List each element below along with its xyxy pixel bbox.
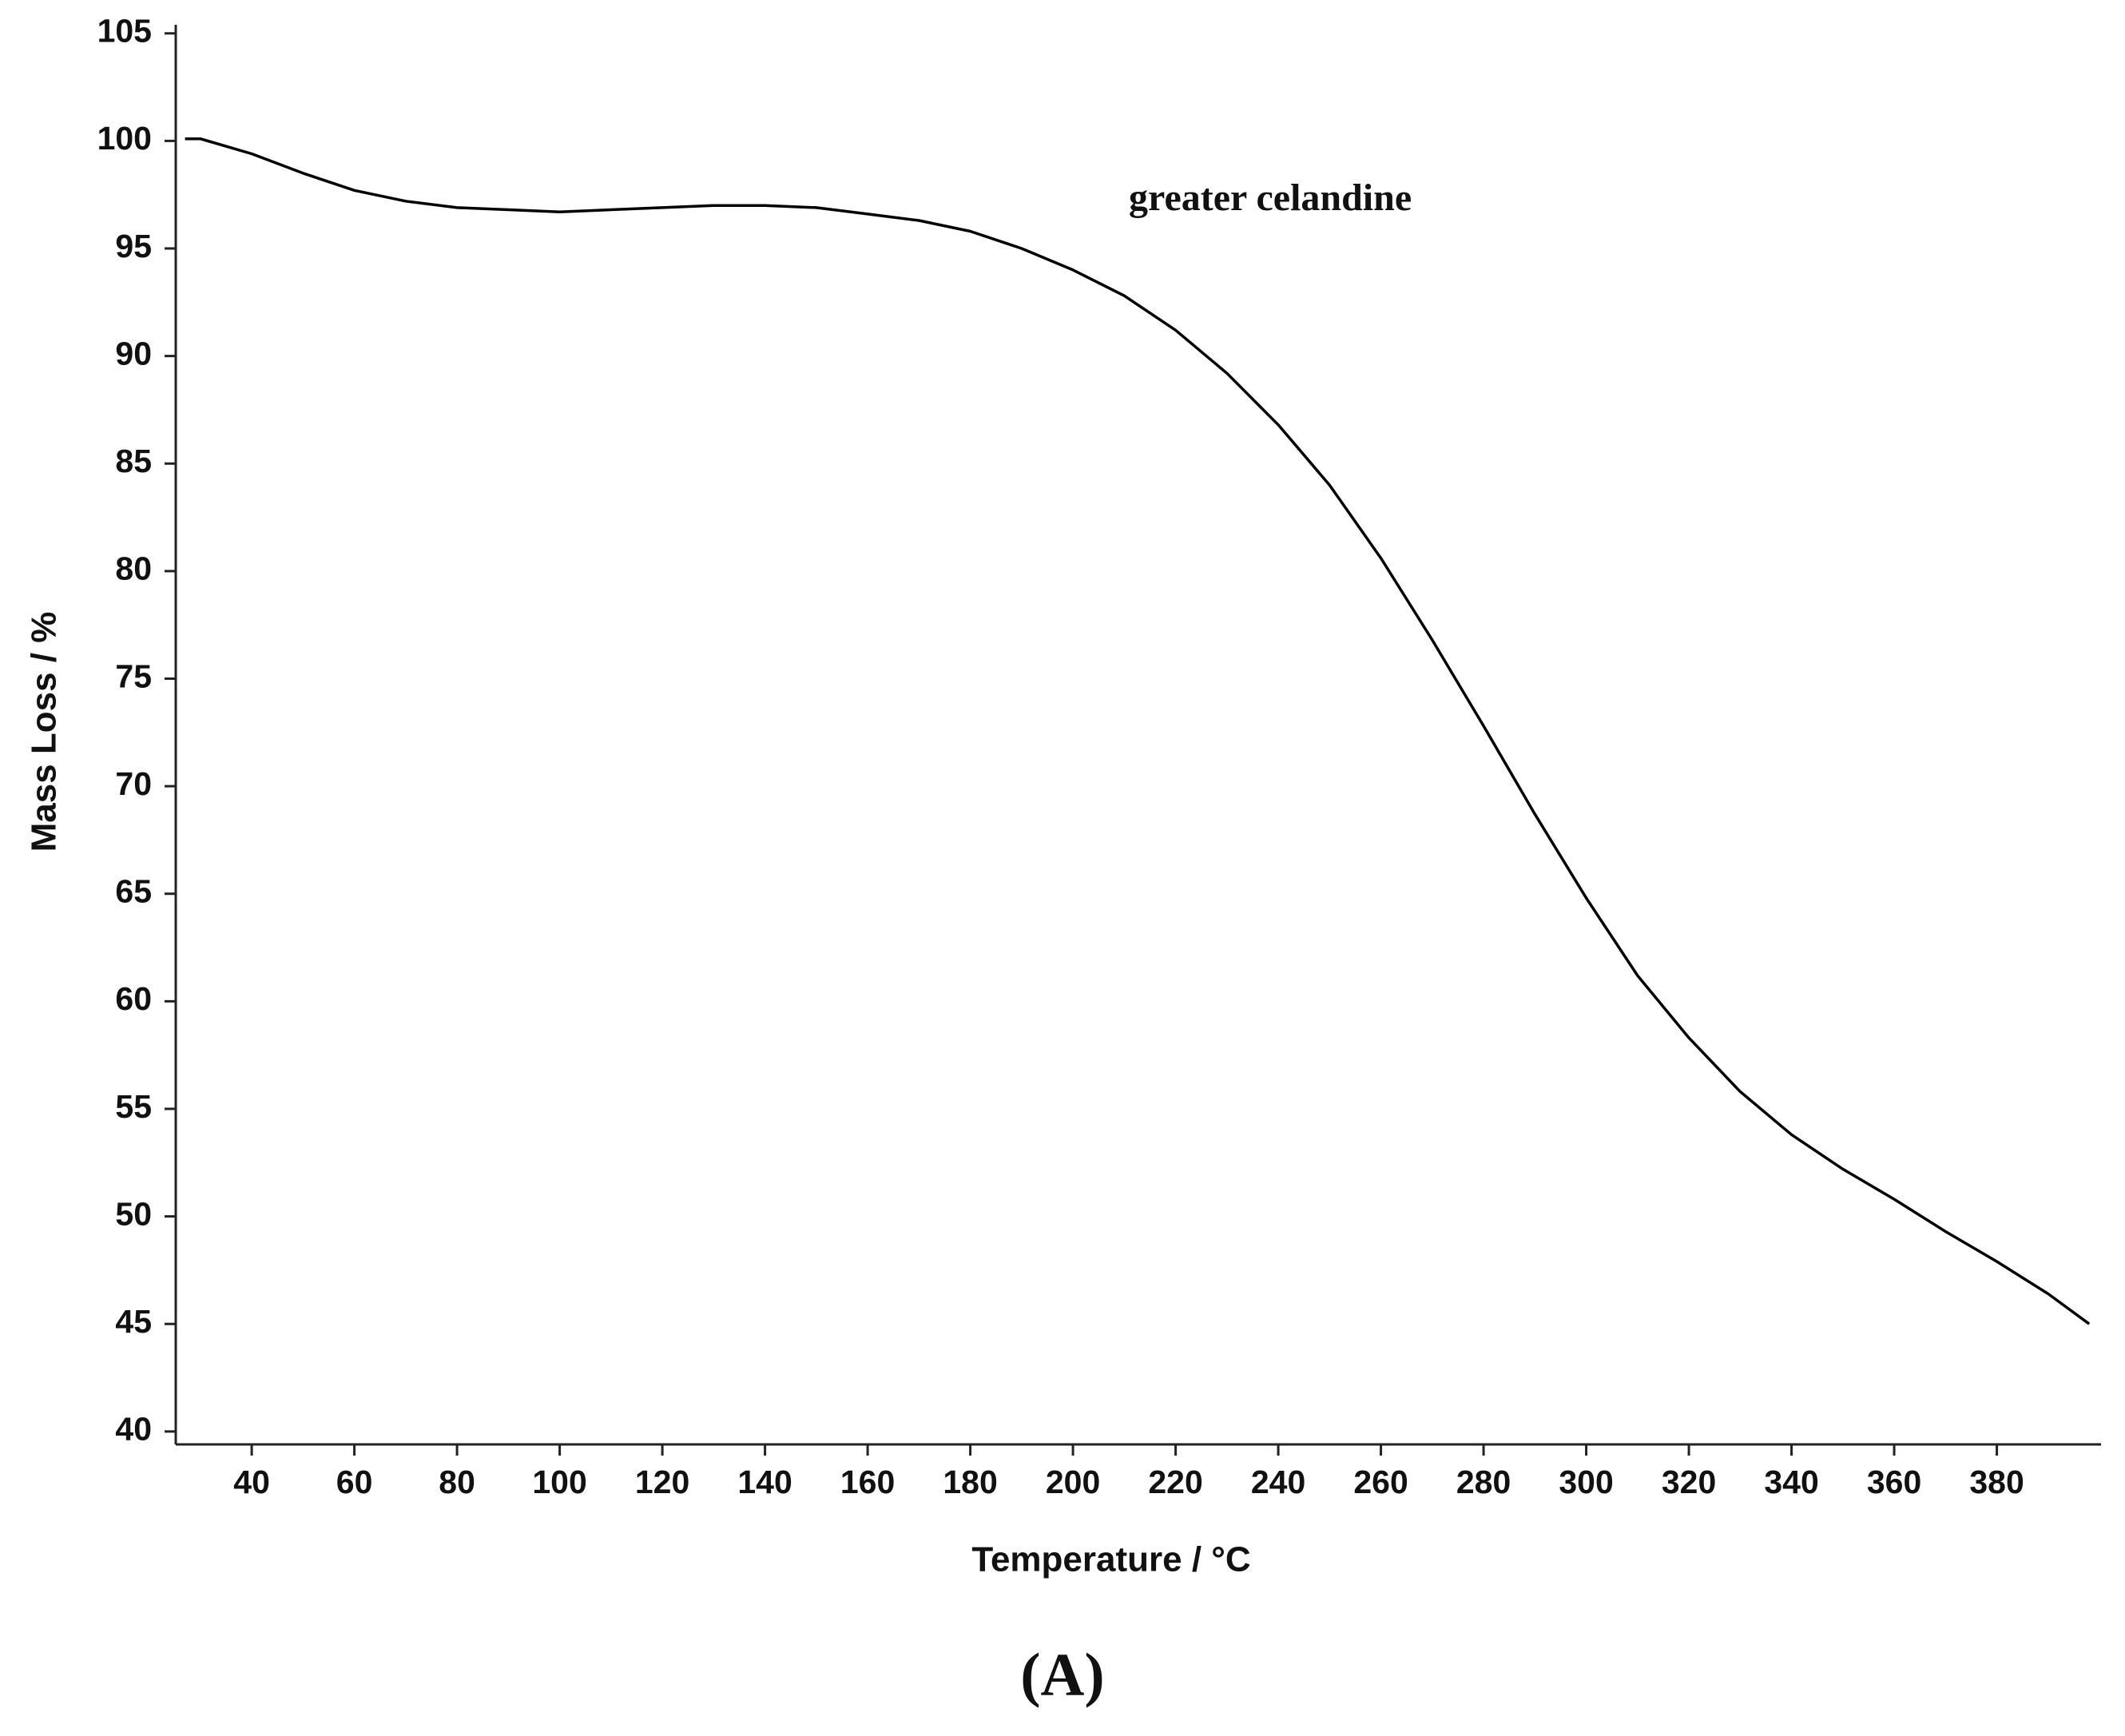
x-tick-label: 240 <box>1251 1464 1305 1500</box>
x-tick-label: 200 <box>1046 1464 1100 1500</box>
x-tick-label: 160 <box>840 1464 895 1500</box>
y-tick-label: 45 <box>115 1303 152 1340</box>
x-tick-label: 280 <box>1456 1464 1511 1500</box>
y-tick-label: 65 <box>115 873 152 910</box>
x-tick-label: 120 <box>635 1464 689 1500</box>
x-tick-label: 340 <box>1764 1464 1818 1500</box>
y-tick-label: 85 <box>115 443 152 479</box>
x-tick-label: 260 <box>1353 1464 1408 1500</box>
x-tick-label: 300 <box>1559 1464 1613 1500</box>
x-axis-label: Temperature / °C <box>971 1540 1250 1579</box>
x-tick-label: 380 <box>1969 1464 2024 1500</box>
y-tick-label: 70 <box>115 765 152 802</box>
y-tick-label: 105 <box>97 13 152 50</box>
data-line <box>185 137 2091 1325</box>
y-tick-label: 60 <box>115 980 152 1017</box>
y-tick-label: 50 <box>115 1195 152 1232</box>
x-tick-label: 360 <box>1867 1464 1921 1500</box>
x-tick-label: 40 <box>233 1464 270 1500</box>
x-tick-label: 60 <box>336 1464 373 1500</box>
y-tick-label: 90 <box>115 335 152 371</box>
y-axis-label: Mass Loss / % <box>25 612 64 852</box>
x-tick-label: 180 <box>943 1464 997 1500</box>
y-tick-label: 80 <box>115 550 152 587</box>
x-tick-label: 80 <box>439 1464 475 1500</box>
x-tick-label: 140 <box>737 1464 792 1500</box>
y-tick-label: 75 <box>115 657 152 694</box>
annotation: greater celandine <box>1129 177 1412 219</box>
caption: (A) <box>1020 1641 1105 1708</box>
y-tick-label: 40 <box>115 1411 152 1448</box>
x-tick-label: 100 <box>532 1464 586 1500</box>
x-tick-label: 220 <box>1148 1464 1202 1500</box>
y-tick-label: 55 <box>115 1088 152 1125</box>
x-tick-label: 320 <box>1662 1464 1716 1500</box>
y-tick-label: 95 <box>115 228 152 264</box>
y-tick-label: 100 <box>97 120 152 157</box>
